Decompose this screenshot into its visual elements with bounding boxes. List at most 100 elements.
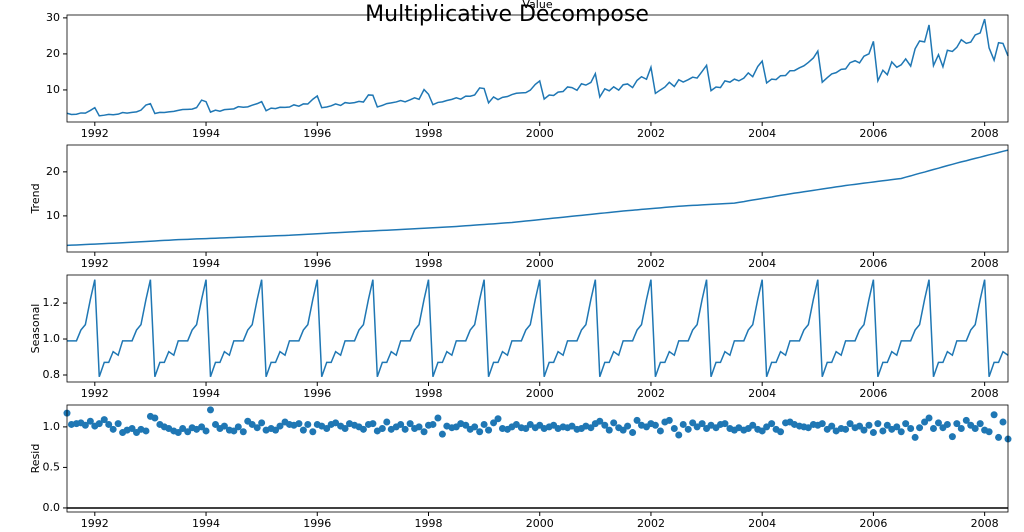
- resid-point: [971, 425, 979, 433]
- x-tick-label: 2006: [859, 517, 887, 530]
- x-tick-label: 2008: [971, 517, 999, 530]
- resid-point: [128, 425, 136, 433]
- x-tick-label: 1994: [192, 517, 220, 530]
- resid-point: [323, 425, 331, 433]
- resid-point: [476, 428, 484, 436]
- resid-point: [295, 420, 303, 428]
- resid-point: [179, 425, 187, 433]
- y-axis-label: Seasonal: [29, 304, 42, 354]
- resid-point: [665, 416, 673, 424]
- resid-point: [656, 427, 664, 435]
- x-tick-label: 1998: [414, 517, 442, 530]
- x-tick-label: 1992: [81, 517, 109, 530]
- resid-point: [211, 420, 219, 428]
- resid-point: [100, 416, 108, 424]
- resid-point: [610, 419, 618, 427]
- resid-point: [434, 414, 442, 422]
- y-tick-label: 30: [46, 11, 60, 24]
- x-tick-label: 2004: [748, 517, 776, 530]
- y-tick-label: 0.5: [43, 460, 61, 473]
- resid-point: [934, 419, 942, 427]
- resid-point: [220, 422, 228, 430]
- resid-point: [587, 424, 595, 432]
- resid-point: [105, 420, 113, 428]
- resid-point: [378, 425, 386, 433]
- resid-point: [406, 420, 414, 428]
- x-tick-label: 2000: [526, 127, 554, 140]
- resid-point: [299, 426, 307, 434]
- series-line: [66, 18, 1009, 117]
- x-tick-label: 2006: [859, 387, 887, 400]
- resid-point: [911, 433, 919, 441]
- resid-point: [341, 425, 349, 433]
- resid-point: [925, 414, 933, 422]
- resid-point: [309, 428, 317, 436]
- resid-point: [670, 425, 678, 433]
- x-tick-label: 1992: [81, 387, 109, 400]
- x-tick-label: 1996: [303, 257, 331, 270]
- resid-point: [893, 423, 901, 431]
- resid-point: [415, 423, 423, 431]
- resid-point: [174, 429, 182, 437]
- x-tick-label: 2000: [526, 257, 554, 270]
- x-tick-label: 2004: [748, 257, 776, 270]
- resid-point: [276, 422, 284, 430]
- resid-point: [879, 427, 887, 435]
- resid-point: [184, 428, 192, 436]
- x-tick-label: 1992: [81, 257, 109, 270]
- resid-point: [86, 417, 94, 425]
- x-tick-label: 1998: [414, 127, 442, 140]
- resid-point: [684, 425, 692, 433]
- resid-point: [883, 421, 891, 429]
- resid-point: [633, 416, 641, 424]
- resid-point: [693, 423, 701, 431]
- resid-point: [114, 420, 122, 428]
- resid-point: [248, 420, 256, 428]
- resid-point: [818, 420, 826, 428]
- axes-frame: [66, 14, 1009, 123]
- y-tick-label: 10: [46, 209, 60, 222]
- x-tick-label: 1994: [192, 387, 220, 400]
- resid-point: [689, 419, 697, 427]
- x-tick-label: 2004: [748, 127, 776, 140]
- resid-point: [619, 426, 627, 434]
- resid-point: [471, 423, 479, 431]
- y-tick-label: 0.8: [43, 368, 61, 381]
- resid-point: [758, 427, 766, 435]
- resid-point: [651, 421, 659, 429]
- resid-point: [768, 420, 776, 428]
- resid-point: [929, 425, 937, 433]
- x-tick-label: 2006: [859, 257, 887, 270]
- resid-point: [846, 420, 854, 428]
- resid-point: [976, 420, 984, 428]
- y-tick-label: 0.0: [43, 501, 61, 514]
- resid-point: [698, 420, 706, 428]
- y-axis-label: Resid: [29, 444, 42, 474]
- resid-point: [239, 428, 247, 436]
- resid-point: [369, 420, 377, 428]
- resid-point: [258, 419, 266, 427]
- x-tick-label: 1998: [414, 257, 442, 270]
- x-tick-label: 2008: [971, 257, 999, 270]
- resid-point: [95, 420, 103, 428]
- resid-point: [763, 423, 771, 431]
- resid-point: [629, 429, 637, 437]
- y-tick-label: 20: [46, 165, 60, 178]
- resid-point: [962, 416, 970, 424]
- resid-point: [202, 427, 210, 435]
- resid-point: [253, 424, 261, 432]
- resid-point: [902, 420, 910, 428]
- resid-point: [230, 427, 238, 435]
- resid-point: [953, 420, 961, 428]
- resid-point: [359, 425, 367, 433]
- x-tick-label: 2008: [971, 127, 999, 140]
- resid-point: [721, 420, 729, 428]
- resid-point: [856, 422, 864, 430]
- resid-point: [234, 423, 242, 431]
- figure-title: Multiplicative Decompose: [365, 2, 649, 27]
- x-tick-label: 2006: [859, 127, 887, 140]
- resid-point: [494, 415, 502, 423]
- x-tick-label: 2004: [748, 387, 776, 400]
- resid-point: [206, 406, 214, 414]
